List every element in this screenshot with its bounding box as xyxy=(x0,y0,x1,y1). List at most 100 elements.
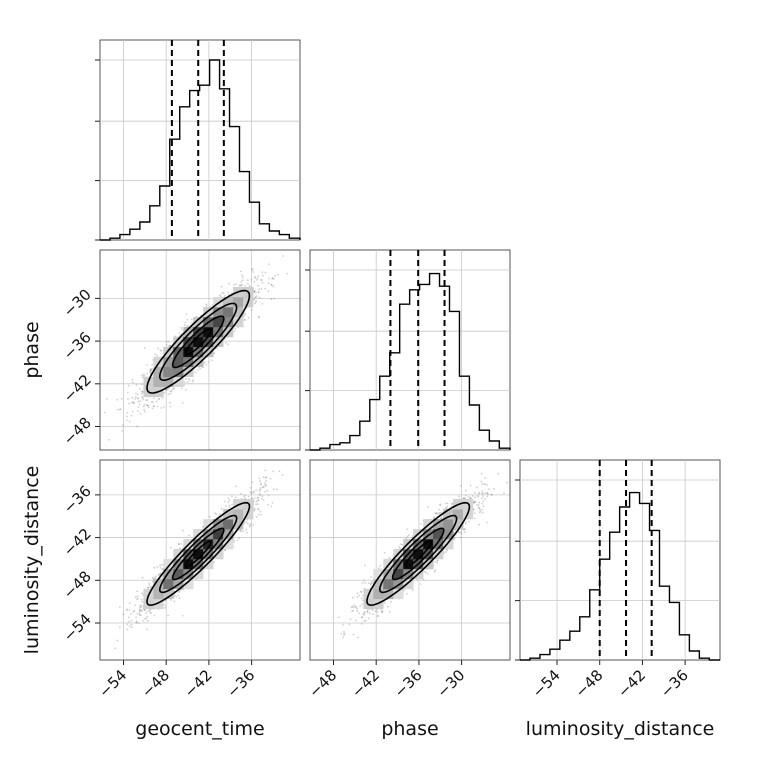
sample-point xyxy=(259,488,262,491)
sample-point xyxy=(139,614,142,616)
sample-point xyxy=(401,543,403,546)
sample-point xyxy=(146,399,149,401)
sample-point xyxy=(253,508,255,511)
sample-point xyxy=(272,470,274,473)
sample-point xyxy=(259,480,261,483)
sample-point xyxy=(146,364,149,366)
contour-level-2 xyxy=(158,514,238,594)
contour-level-0 xyxy=(184,328,212,356)
density-block xyxy=(223,306,234,318)
density-block xyxy=(233,519,244,530)
sample-point xyxy=(205,304,208,307)
sample-point xyxy=(186,319,189,321)
sample-point xyxy=(118,606,121,609)
sample-point xyxy=(257,275,259,278)
sample-point xyxy=(224,549,227,552)
sample-point xyxy=(249,525,251,528)
sample-point xyxy=(173,387,175,390)
sample-point xyxy=(265,484,268,487)
sample-point xyxy=(488,488,490,491)
contour-level-3 xyxy=(146,501,251,607)
sample-point xyxy=(266,489,269,492)
sample-point xyxy=(245,521,248,524)
panel-frame xyxy=(519,459,721,661)
density-block xyxy=(243,509,254,520)
density-block xyxy=(193,356,204,368)
sample-point xyxy=(160,564,163,566)
sample-point xyxy=(127,621,130,623)
density-block xyxy=(213,519,224,530)
sample-point xyxy=(369,583,372,585)
sample-point xyxy=(149,368,152,371)
sample-point xyxy=(254,277,256,279)
sample-point xyxy=(169,401,171,404)
sample-point xyxy=(136,613,139,615)
sample-point xyxy=(242,276,245,279)
sample-point xyxy=(252,271,255,273)
sample-point xyxy=(233,284,235,286)
sample-point xyxy=(106,398,109,400)
sample-point xyxy=(127,384,130,387)
sample-point xyxy=(255,489,257,492)
sample-point xyxy=(169,405,172,408)
sample-point xyxy=(143,410,146,413)
sample-point xyxy=(164,389,167,392)
sample-point xyxy=(364,564,366,567)
panel-frame xyxy=(99,249,301,451)
sample-point xyxy=(286,272,288,275)
panel-content xyxy=(338,472,508,639)
density-block xyxy=(203,306,214,318)
histogram-phase xyxy=(310,272,511,451)
sample-point xyxy=(138,403,141,406)
sample-point xyxy=(240,270,242,273)
sample-point xyxy=(272,277,274,279)
sample-point xyxy=(182,529,184,532)
sample-point xyxy=(180,387,183,390)
sample-point xyxy=(149,370,152,372)
sample-point xyxy=(137,410,139,412)
x-axis-label-luminosity-distance: luminosity_distance xyxy=(526,718,715,740)
sample-point xyxy=(253,497,256,499)
density-block xyxy=(213,539,224,550)
sample-point xyxy=(214,512,217,515)
sample-point xyxy=(244,497,246,500)
sample-point xyxy=(181,614,184,617)
sample-point xyxy=(484,497,486,500)
sample-point xyxy=(215,513,218,515)
sample-point xyxy=(262,486,264,488)
sample-point xyxy=(256,277,259,280)
sample-point xyxy=(235,283,237,285)
sample-point xyxy=(125,419,128,421)
sample-point xyxy=(186,324,189,327)
panel-content xyxy=(103,255,288,441)
sample-point xyxy=(153,614,156,617)
sample-point xyxy=(116,398,119,401)
sample-point xyxy=(157,398,160,400)
density-block xyxy=(213,529,224,540)
sample-point xyxy=(240,283,243,286)
sample-point xyxy=(126,623,128,626)
sample-point xyxy=(261,282,264,284)
sample-point xyxy=(153,405,156,408)
sample-point xyxy=(137,400,140,403)
sample-point xyxy=(135,621,138,624)
x-axis-label-phase: phase xyxy=(381,718,438,740)
sample-point xyxy=(147,406,150,409)
sample-point xyxy=(247,522,249,525)
sample-point xyxy=(177,542,180,545)
sample-point xyxy=(240,281,243,283)
panel-frame xyxy=(99,459,301,661)
sample-point xyxy=(255,516,258,518)
density-block xyxy=(223,297,234,308)
sample-point xyxy=(148,370,151,373)
sample-point xyxy=(478,523,481,526)
sample-point xyxy=(152,405,155,408)
histogram-geocent-time xyxy=(100,59,301,241)
sample-point xyxy=(174,335,176,338)
sample-point xyxy=(228,499,231,502)
sample-point xyxy=(460,485,462,487)
sample-point xyxy=(141,374,144,377)
sample-point xyxy=(139,413,142,415)
sample-point xyxy=(270,283,273,286)
